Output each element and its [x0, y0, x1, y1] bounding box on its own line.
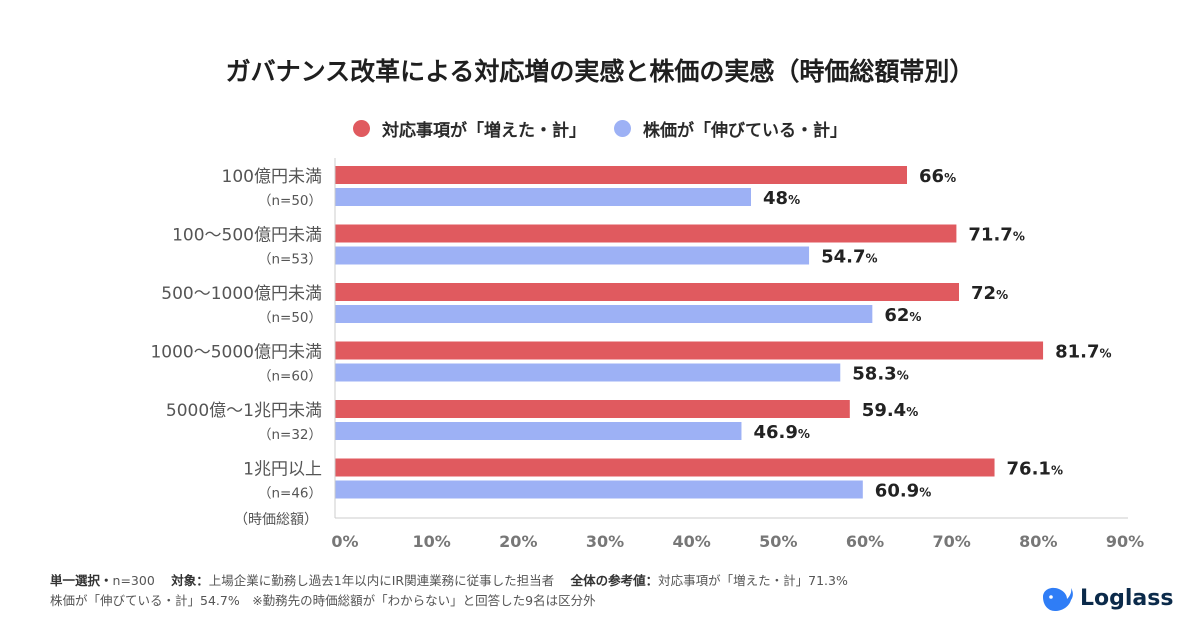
- legend-item-increase: 対応事項が「増えた・計」: [353, 116, 586, 141]
- value-label: 58.3%: [852, 364, 908, 385]
- x-tick-label: 70%: [933, 532, 971, 551]
- value-label: 76.1%: [1007, 459, 1063, 480]
- bar-stock: [335, 246, 810, 265]
- bar-stock: [335, 363, 841, 382]
- value-label: 66%: [919, 166, 956, 187]
- value-label: 54.7%: [821, 247, 877, 268]
- category-label: 5000億〜1兆円未満: [166, 401, 322, 421]
- value-label: 71.7%: [968, 225, 1024, 246]
- logo-text: Loglass: [1080, 585, 1174, 611]
- x-tick-label: 90%: [1106, 532, 1144, 551]
- category-label: 1兆円以上: [243, 460, 322, 480]
- x-tick-label: 80%: [1019, 532, 1057, 551]
- value-labels: 66% 48% 71.7% 54.7% 72% 62% 81.7% 58.3% 59.4% 46.…: [753, 166, 1111, 502]
- category-label: 500〜1000億円未満: [161, 284, 322, 304]
- footnote-line-1: 単一選択・n=300 対象：上場企業に勤務し過去1年以内にIR関連業務に従事した…: [50, 571, 848, 591]
- value-label: 59.4%: [862, 400, 918, 421]
- value-label: 72%: [971, 283, 1008, 304]
- category-axis-note: （時価総額）: [234, 512, 318, 528]
- x-axis: 0% 10% 20% 30% 40% 50% 60% 70% 80% 90%: [331, 158, 1144, 551]
- category-n-label: （n=50）: [258, 193, 322, 209]
- bars: [335, 166, 1044, 499]
- chart-title: ガバナンス改革による対応増の実感と株価の実感（時価総額帯別）: [225, 57, 975, 86]
- value-label: 46.9%: [753, 422, 809, 443]
- footnote-target-label: 対象：: [171, 573, 209, 588]
- whale-icon: [1043, 587, 1073, 611]
- category-label: 100〜500億円未満: [172, 226, 322, 246]
- legend-item-stock: 株価が「伸びている・計」: [614, 116, 847, 141]
- bar-increase: [335, 224, 957, 243]
- legend: 対応事項が「増えた・計」 株価が「伸びている・計」: [0, 116, 1200, 141]
- bar-increase: [335, 283, 959, 301]
- bar-increase: [335, 400, 850, 418]
- bar-stock: [335, 188, 751, 206]
- footnote-line-2: 株価が「伸びている・計」54.7% ※勤務先の時価総額が「わからない」と回答した…: [50, 593, 596, 608]
- x-tick-label: 10%: [413, 532, 451, 551]
- bar-stock: [335, 480, 863, 499]
- category-label: 100億円未満: [222, 167, 322, 187]
- legend-marker-stock: [614, 120, 631, 137]
- footnote-target: 上場企業に勤務し過去1年以内にIR関連業務に従事した担当者: [208, 573, 555, 588]
- logo: Loglass: [1040, 582, 1173, 614]
- bar-increase: [335, 458, 995, 477]
- bar-chart: 100億円未満 （n=50） 100〜500億円未満 （n=53） 500〜1000億円…: [150, 158, 1144, 551]
- footnote-reference: 対応事項が「増えた・計」71.3%: [658, 573, 848, 588]
- footnote-sample-size: n=300: [112, 573, 155, 588]
- x-tick-label: 30%: [586, 532, 624, 551]
- x-tick-label: 60%: [846, 532, 884, 551]
- value-label: 62%: [884, 305, 921, 326]
- value-label: 48%: [763, 188, 800, 209]
- x-tick-label: 40%: [673, 532, 711, 551]
- bar-stock: [335, 305, 873, 323]
- category-n-label: （n=46）: [258, 486, 322, 502]
- footnote-reference-label: 全体の参考値：: [570, 573, 659, 588]
- x-tick-label: 0%: [331, 532, 358, 551]
- footnote: 単一選択・n=300 対象：上場企業に勤務し過去1年以内にIR関連業務に従事した…: [50, 571, 848, 611]
- footnote-selection-label: 単一選択・: [50, 573, 113, 588]
- value-label: 60.9%: [875, 481, 931, 502]
- category-n-label: （n=53）: [258, 252, 322, 268]
- legend-marker-increase: [353, 120, 370, 137]
- bar-increase: [335, 166, 907, 184]
- value-label: 81.7%: [1055, 342, 1111, 363]
- legend-label-stock: 株価が「伸びている・計」: [643, 121, 847, 141]
- category-n-label: （n=32）: [258, 427, 322, 443]
- category-n-label: （n=60）: [258, 369, 322, 385]
- bar-increase: [335, 341, 1044, 360]
- x-tick-label: 20%: [499, 532, 537, 551]
- category-label: 1000〜5000億円未満: [150, 343, 322, 363]
- category-labels: 100億円未満 （n=50） 100〜500億円未満 （n=53） 500〜1000億円…: [150, 167, 322, 528]
- legend-label-increase: 対応事項が「増えた・計」: [382, 121, 586, 141]
- bar-stock: [335, 422, 742, 440]
- x-tick-label: 50%: [759, 532, 797, 551]
- category-n-label: （n=50）: [258, 310, 322, 326]
